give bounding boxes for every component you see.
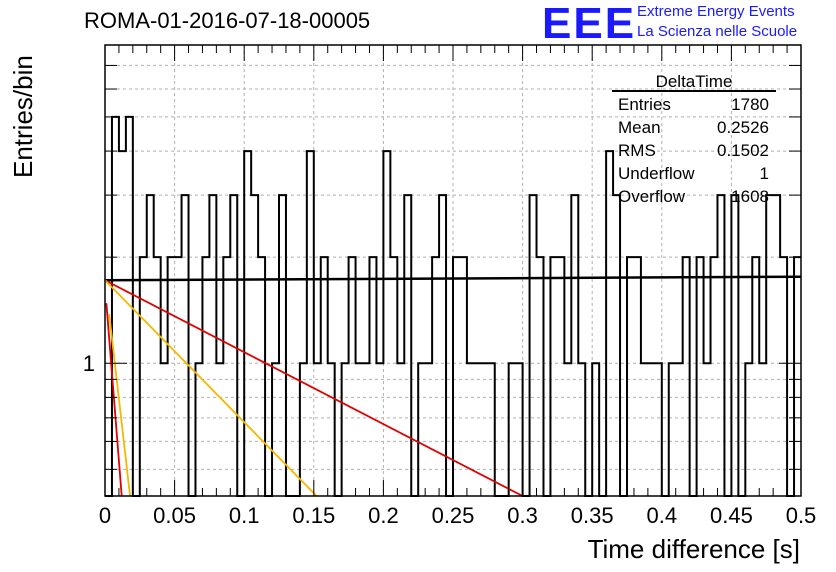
- red-fit-line: [105, 303, 123, 497]
- stats-value: 0.2526: [717, 118, 769, 137]
- y-tick-label: 1: [83, 351, 95, 376]
- fit-curves: [104, 275, 802, 497]
- stats-label: RMS: [618, 141, 656, 160]
- logo-subtitle-1: Extreme Energy Events: [637, 3, 795, 20]
- stats-title: DeltaTime: [656, 72, 733, 91]
- eee-logo: EEE: [542, 0, 637, 48]
- stats-value: 1780: [731, 95, 769, 114]
- stats-value: 0.1502: [717, 141, 769, 160]
- x-tick-label: 0.05: [153, 503, 196, 528]
- axis-ticks: [104, 45, 802, 496]
- stats-label: Entries: [618, 95, 671, 114]
- y-axis-title: Entries/bin: [8, 55, 38, 178]
- stats-value: 1608: [731, 187, 769, 206]
- x-tick-label: 0.25: [432, 503, 475, 528]
- x-tick-labels: 0 0.05 0.1 0.15 0.2 0.25 0.3 0.35 0.4 0.45 0.5: [99, 503, 816, 528]
- x-axis-title: Time difference [s]: [588, 534, 800, 564]
- stats-box: DeltaTime Entries 1780 Mean 0.2526 RMS 0.1502…: [612, 72, 776, 206]
- x-tick-label: 0.15: [292, 503, 335, 528]
- stats-label: Underflow: [618, 164, 695, 183]
- stats-label: Mean: [618, 118, 661, 137]
- page-title: ROMA-01-2016-07-18-00005: [84, 8, 371, 33]
- orange-fit-line: [104, 279, 318, 497]
- x-tick-label: 0: [99, 503, 111, 528]
- x-tick-label: 0.5: [786, 503, 817, 528]
- y-tick-labels: 1: [83, 351, 95, 376]
- x-tick-label: 0.3: [507, 503, 538, 528]
- x-tick-label: 0.2: [368, 503, 399, 528]
- stats-value: 1: [760, 164, 769, 183]
- stats-label: Overflow: [618, 187, 686, 206]
- x-tick-label: 0.35: [571, 503, 614, 528]
- x-tick-label: 0.4: [647, 503, 678, 528]
- x-tick-label: 0.45: [710, 503, 753, 528]
- black-fit-line: [104, 275, 802, 282]
- x-tick-label: 0.1: [229, 503, 260, 528]
- orange-fit-line: [108, 313, 131, 497]
- logo-subtitle-2: La Scienza nelle Scuole: [637, 23, 798, 40]
- red-fit-line: [104, 279, 524, 497]
